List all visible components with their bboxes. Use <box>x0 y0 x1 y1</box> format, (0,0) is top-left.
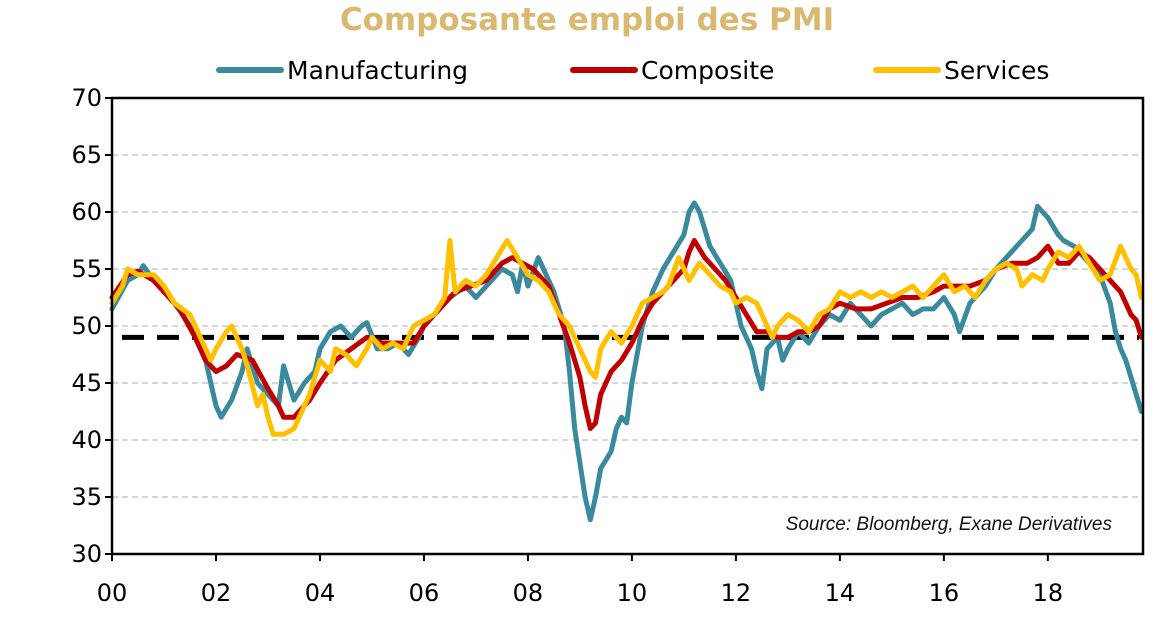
x-tick-label: 16 <box>929 579 960 607</box>
y-tick-label: 30 <box>71 540 102 568</box>
legend: Manufacturing Composite Services <box>0 54 1174 86</box>
x-tick-label: 18 <box>1033 579 1064 607</box>
y-tick-label: 70 <box>71 84 102 112</box>
y-tick-label: 60 <box>71 198 102 226</box>
legend-swatch-composite <box>570 67 638 73</box>
series-line-manufacturing <box>109 200 1144 523</box>
y-tick-label: 40 <box>71 426 102 454</box>
y-tick-label: 50 <box>71 312 102 340</box>
x-tick-label: 10 <box>617 579 648 607</box>
y-tick-label: 45 <box>71 369 102 397</box>
legend-label-manufacturing: Manufacturing <box>287 55 469 85</box>
x-tick-label: 12 <box>721 579 752 607</box>
source-note: Source: Bloomberg, Exane Derivatives <box>786 514 1113 535</box>
y-tick-label: 35 <box>71 483 102 511</box>
axis-ticks: 30 35 40 45 50 55 60 65 70 00 02 04 06 08 10 12 14 16 18 <box>71 84 1063 607</box>
y-tick-label: 55 <box>71 255 102 283</box>
x-tick-label: 14 <box>825 579 856 607</box>
legend-swatch-services <box>873 67 941 73</box>
x-tick-label: 08 <box>513 579 544 607</box>
x-tick-label: 04 <box>305 579 336 607</box>
legend-swatch-manufacturing <box>216 67 284 73</box>
gridlines <box>112 154 1143 498</box>
y-tick-label: 65 <box>71 141 102 169</box>
legend-item-services: Services <box>873 54 1049 86</box>
x-tick-label: 02 <box>201 579 232 607</box>
legend-label-composite: Composite <box>641 55 775 85</box>
x-tick-label: 00 <box>97 579 128 607</box>
series-lines <box>109 200 1144 523</box>
chart-title: Composante emploi des PMI <box>339 2 835 38</box>
legend-item-composite: Composite <box>570 54 774 86</box>
legend-label-services: Services <box>944 55 1050 85</box>
series-line-services <box>109 238 1144 437</box>
x-tick-label: 06 <box>409 579 440 607</box>
legend-item-manufacturing: Manufacturing <box>216 54 468 86</box>
